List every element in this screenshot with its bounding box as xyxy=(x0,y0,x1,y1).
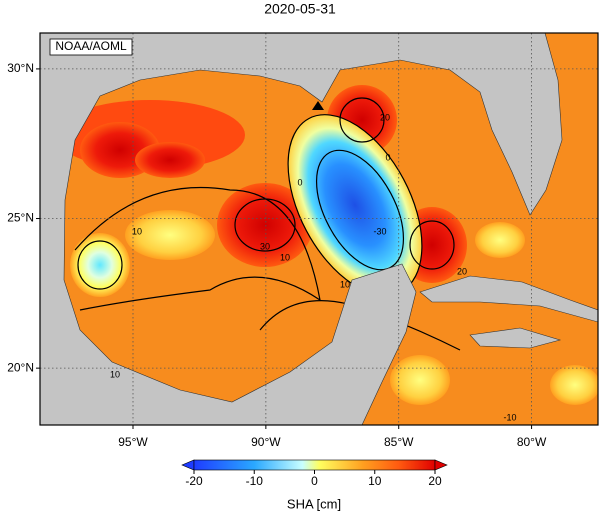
contour-label: 10 xyxy=(340,279,350,289)
contour-label: 10 xyxy=(132,226,142,236)
sha-field xyxy=(40,33,598,425)
credit: NOAA/AOML xyxy=(55,39,127,53)
lon-tick-label: 95°W xyxy=(118,435,148,449)
map-title: 2020-05-31 xyxy=(264,1,336,17)
contour-label: -10 xyxy=(503,412,516,422)
contour-label: 20 xyxy=(457,266,467,276)
map-frame xyxy=(39,32,599,426)
colorbar-tick-label: 20 xyxy=(428,474,442,488)
contour-label: 30 xyxy=(260,241,270,251)
lat-tick-label: 20°N xyxy=(7,360,34,374)
lon-tick-label: 80°W xyxy=(517,435,547,449)
lon-tick-label: 85°W xyxy=(384,435,414,449)
colorbar-label: SHA [cm] xyxy=(287,496,341,511)
colorbar-tick-label: 10 xyxy=(368,474,382,488)
contour-label: 10 xyxy=(110,369,120,379)
colorbar-tick-label: 0 xyxy=(311,474,318,488)
contour-label: 20 xyxy=(380,112,390,122)
colorbar-tick-label: -20 xyxy=(185,474,203,488)
colorbar-tick-label: -10 xyxy=(246,474,264,488)
contour-label: 0 xyxy=(385,152,390,162)
lat-tick-label: 25°N xyxy=(7,211,34,225)
colorbar-high xyxy=(434,459,448,471)
contour-label: 0 xyxy=(297,177,302,187)
colorbar-low xyxy=(181,459,195,471)
lon-tick-label: 90°W xyxy=(251,435,281,449)
colorbar xyxy=(193,459,436,471)
lat-tick-label: 30°N xyxy=(7,61,34,75)
credit-box xyxy=(49,38,133,56)
contour-label: 10 xyxy=(280,252,290,262)
contour-label: -30 xyxy=(373,226,386,236)
